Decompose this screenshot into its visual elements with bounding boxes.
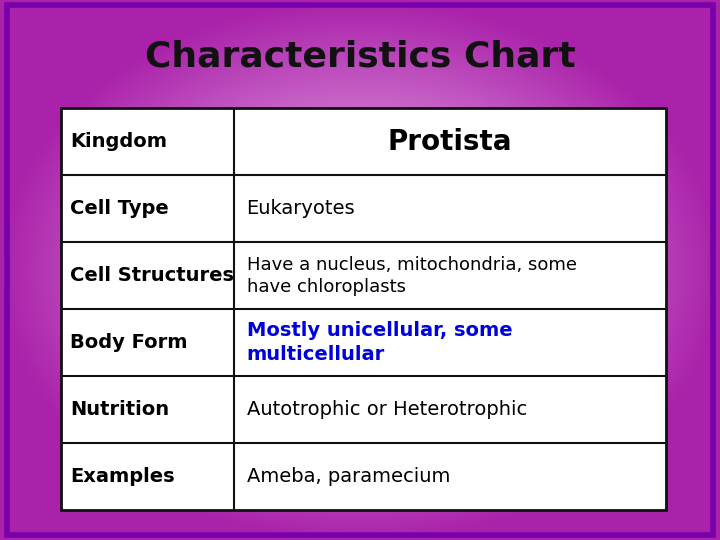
Text: Body Form: Body Form <box>70 333 187 352</box>
Text: Ameba, paramecium: Ameba, paramecium <box>246 467 450 487</box>
Text: Have a nucleus, mitochondria, some
have chloroplasts: Have a nucleus, mitochondria, some have … <box>246 255 577 296</box>
Text: Protista: Protista <box>387 127 512 156</box>
Text: Kingdom: Kingdom <box>70 132 167 151</box>
Text: Examples: Examples <box>70 467 174 487</box>
Text: Eukaryotes: Eukaryotes <box>246 199 355 218</box>
Text: Nutrition: Nutrition <box>70 400 169 419</box>
Text: Cell Type: Cell Type <box>70 199 168 218</box>
Bar <box>61 108 666 510</box>
Text: Characteristics Chart: Characteristics Chart <box>145 40 575 73</box>
Text: Mostly unicellular, some
multicellular: Mostly unicellular, some multicellular <box>246 321 512 364</box>
Text: Autotrophic or Heterotrophic: Autotrophic or Heterotrophic <box>246 400 527 419</box>
Text: Cell Structures: Cell Structures <box>70 266 234 285</box>
